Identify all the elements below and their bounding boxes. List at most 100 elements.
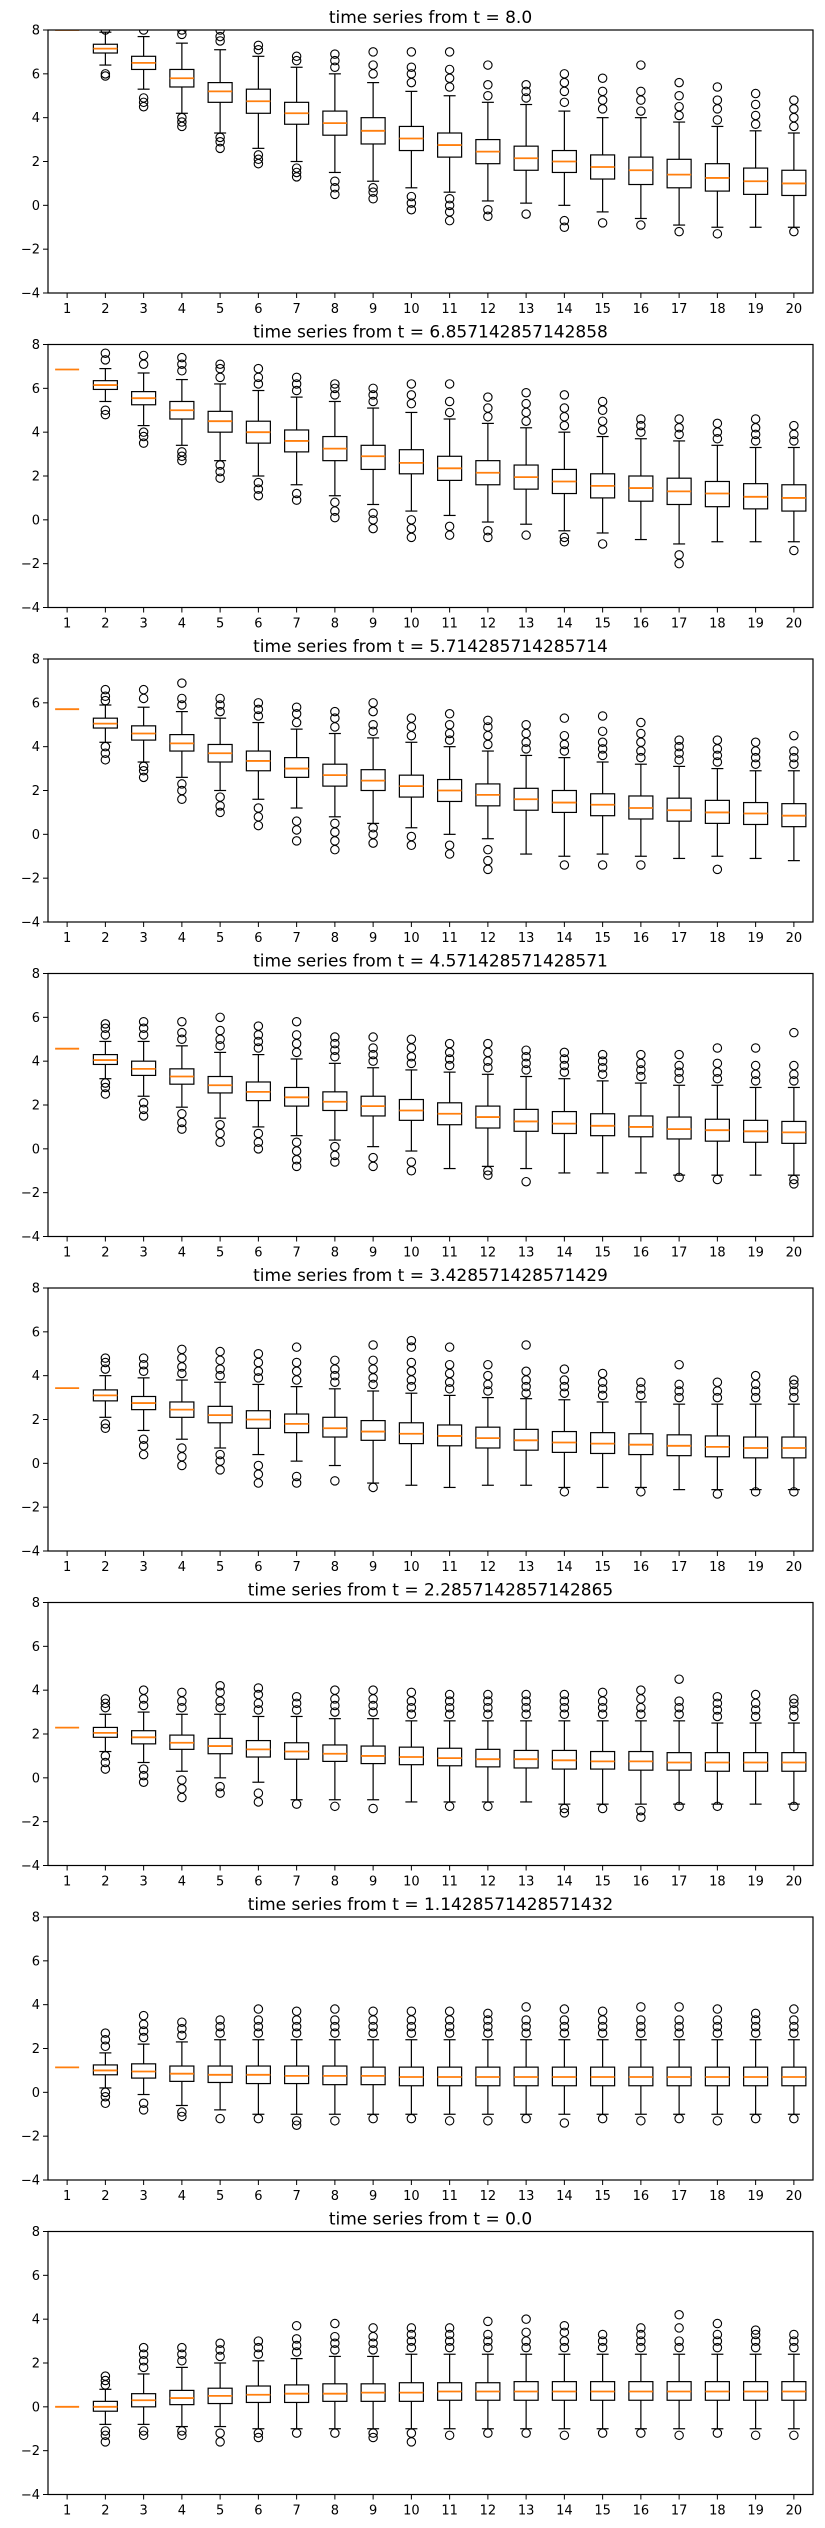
box-group: [513, 80, 539, 219]
y-tick-label: 0: [32, 1771, 40, 1786]
outlier-point: [291, 379, 302, 389]
chart-title: time series from t = 5.714285714285714: [253, 637, 608, 657]
box-group: [322, 2004, 348, 2126]
box-group: [398, 2323, 424, 2447]
y-tick-label: 6: [32, 67, 40, 82]
x-tick-label: 18: [709, 617, 726, 632]
outlier-point: [559, 1702, 570, 1713]
box-group: [169, 678, 195, 805]
box-group: [704, 735, 730, 875]
outlier-point: [368, 1340, 378, 1350]
x-tick-label: 2: [101, 931, 109, 946]
y-tick-label: 4: [32, 740, 40, 755]
outlier-point: [253, 2028, 264, 2038]
outlier-point: [215, 137, 225, 147]
outlier-point: [138, 1441, 149, 1451]
x-tick-label: 13: [518, 2504, 535, 2519]
outlier-point: [138, 2426, 149, 2436]
outlier-point: [100, 1757, 111, 1768]
outlier-point: [138, 1366, 149, 1377]
y-tick-label: 4: [32, 1369, 40, 1384]
outlier-point: [597, 1709, 608, 1720]
outlier-point: [674, 2015, 684, 2025]
box-group: [207, 693, 233, 818]
outlier-point: [559, 1067, 570, 1077]
outlier-point: [100, 684, 111, 695]
outlier-point: [100, 2041, 111, 2052]
outlier-point: [253, 1373, 264, 1383]
outlier-point: [368, 1803, 378, 1814]
outlier-point: [291, 1016, 302, 1027]
x-tick-label: 3: [139, 1875, 147, 1890]
outlier-point: [330, 497, 340, 508]
outlier-point: [330, 176, 340, 186]
outlier-point: [330, 1157, 340, 1167]
chart-panel: time series from t = 6.857142857142858 −4…: [21, 323, 814, 632]
outlier-point: [100, 1364, 111, 1374]
x-tick-label: 8: [331, 2189, 339, 2204]
outlier-point: [712, 82, 723, 92]
box-group: [437, 379, 463, 540]
box-body: [322, 1416, 348, 1438]
x-tick-label: 9: [369, 2189, 377, 2204]
y-tick-label: 4: [32, 1055, 40, 1070]
box-group: [437, 1689, 463, 1812]
outlier-point: [750, 2342, 761, 2353]
box-group: [628, 1377, 654, 1497]
outlier-point: [100, 69, 111, 79]
outlier-point: [483, 2021, 493, 2032]
box-group: [743, 414, 769, 543]
outlier-point: [215, 1681, 225, 1691]
outlier-point: [138, 2105, 149, 2115]
x-tick-label: 19: [747, 2504, 764, 2519]
outlier-point: [291, 2320, 302, 2331]
outlier-point: [750, 1392, 761, 1403]
box-group: [207, 1346, 233, 1475]
x-tick-label: 14: [556, 2504, 573, 2519]
outlier-point: [138, 427, 149, 437]
outlier-point: [100, 2098, 111, 2109]
box-group: [628, 1685, 654, 1823]
box-group: [169, 1016, 195, 1134]
outlier-point: [177, 1124, 187, 1134]
outlier-point: [789, 1386, 799, 1396]
outlier-point: [636, 1685, 646, 1695]
x-tick-label: 18: [709, 1246, 726, 1261]
outlier-point: [597, 1803, 608, 1814]
x-tick-label: 7: [292, 1246, 300, 1261]
outlier-point: [291, 2428, 302, 2438]
outlier-point: [789, 1027, 799, 1038]
outlier-point: [406, 1709, 417, 1720]
y-tick-label: 8: [32, 1911, 40, 1926]
x-tick-label: 10: [403, 2189, 420, 2204]
outlier-point: [483, 1801, 493, 1812]
outlier-point: [330, 2004, 340, 2014]
x-tick-label: 3: [139, 1246, 147, 1261]
outlier-point: [636, 60, 646, 70]
outlier-point: [674, 1801, 684, 1812]
outlier-point: [177, 2342, 187, 2353]
y-tick-label: 0: [32, 2400, 40, 2415]
outlier-point: [253, 1788, 264, 1798]
outlier-point: [177, 2430, 187, 2441]
outlier-point: [100, 1353, 111, 1363]
outlier-point: [559, 2028, 570, 2038]
x-tick-label: 7: [292, 931, 300, 946]
outlier-point: [483, 2316, 493, 2327]
outlier-point: [444, 2336, 455, 2346]
outlier-point: [100, 1694, 111, 1704]
x-tick-label: 17: [671, 1246, 688, 1261]
outlier-point: [444, 407, 455, 418]
outlier-point: [597, 744, 608, 754]
box-group: [704, 418, 730, 543]
outlier-point: [674, 1049, 684, 1060]
box-body: [284, 2065, 310, 2085]
box-group: [437, 1038, 463, 1170]
outlier-point: [177, 693, 187, 704]
outlier-point: [406, 2021, 417, 2032]
x-tick-label: 5: [216, 1875, 224, 1890]
outlier-point: [291, 1137, 302, 1148]
x-tick-label: 6: [254, 1875, 262, 1890]
x-tick-label: 17: [671, 931, 688, 946]
y-tick-label: −4: [21, 1230, 40, 1245]
